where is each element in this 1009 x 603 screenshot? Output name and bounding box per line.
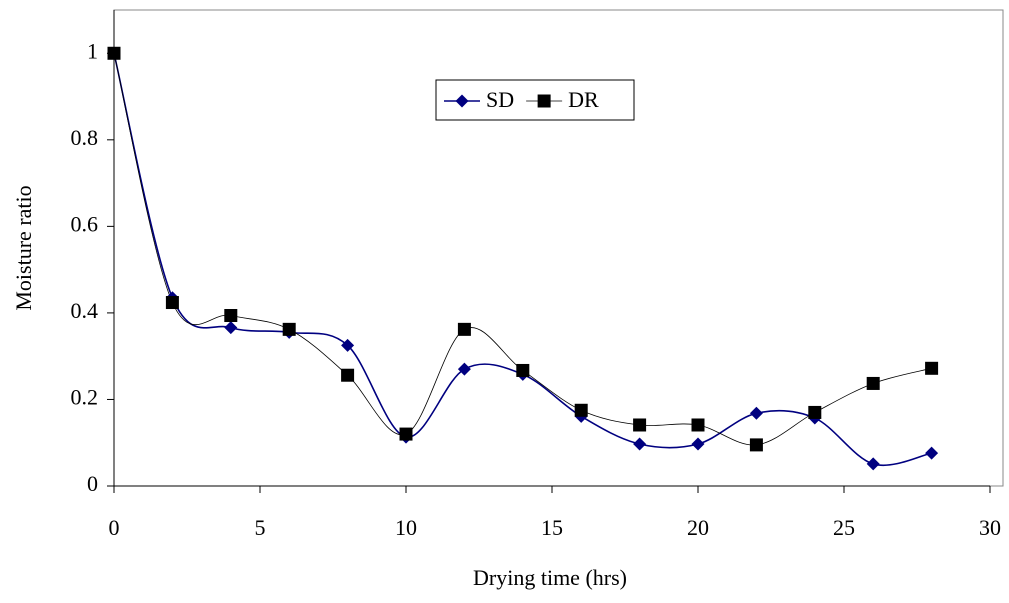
x-tick-label: 30: [979, 515, 1001, 540]
x-axis-title: Drying time (hrs): [473, 565, 627, 590]
data-point: [165, 296, 179, 310]
legend-label: SD: [486, 87, 514, 112]
data-point: [457, 322, 471, 336]
x-tick-label: 25: [833, 515, 855, 540]
data-point: [224, 321, 238, 335]
series-line: [113, 53, 932, 467]
data-point: [574, 403, 588, 417]
data-point: [341, 338, 355, 352]
x-tick-label: 15: [541, 515, 563, 540]
data-point: [808, 405, 822, 419]
data-point: [224, 309, 238, 323]
y-tick-label: 0.8: [71, 125, 99, 150]
x-tick-label: 10: [395, 515, 417, 540]
data-point: [633, 418, 647, 432]
y-tick-label: 1: [87, 38, 98, 63]
data-point: [866, 376, 880, 390]
legend: SD DR: [435, 79, 635, 121]
series-line: [113, 53, 932, 446]
legend-marker: [455, 94, 469, 108]
data-point: [107, 46, 121, 60]
data-point: [633, 437, 647, 451]
y-tick-label: 0.2: [71, 385, 99, 410]
data-point: [399, 427, 413, 441]
y-tick-label: 0.6: [71, 211, 99, 236]
data-point: [691, 418, 705, 432]
data-point: [691, 437, 705, 451]
data-point: [457, 362, 471, 376]
x-tick-label: 0: [109, 515, 120, 540]
data-point: [925, 361, 939, 375]
data-point: [866, 457, 880, 471]
data-point: [925, 446, 939, 460]
data-point: [341, 368, 355, 382]
data-point: [516, 363, 530, 377]
data-point: [749, 406, 763, 420]
legend-label: DR: [568, 87, 599, 112]
x-tick-label: 20: [687, 515, 709, 540]
legend-box: [435, 79, 635, 121]
y-axis-title: Moisture ratio: [11, 185, 36, 310]
y-tick-label: 0.4: [71, 298, 99, 323]
x-tick-label: 5: [255, 515, 266, 540]
y-tick-label: 0: [87, 471, 98, 496]
data-point: [282, 322, 296, 336]
legend-marker: [537, 94, 551, 108]
data-point: [749, 438, 763, 452]
